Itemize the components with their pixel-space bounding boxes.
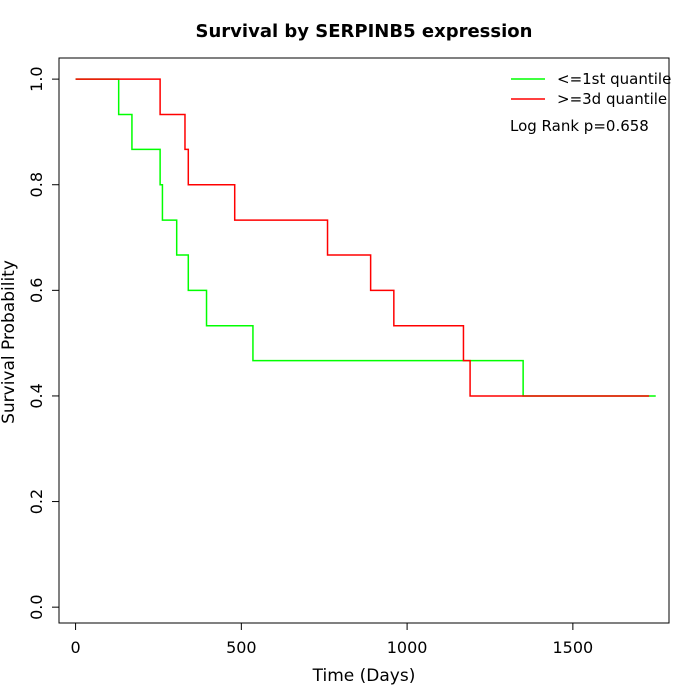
series-layer	[75, 78, 656, 397]
plot-frame	[58, 57, 670, 624]
series-line-2	[75, 78, 650, 397]
chart-title: Survival by SERPINB5 expression	[196, 21, 533, 42]
x-tick-label: 1000	[387, 638, 428, 657]
x-tick-label: 500	[226, 638, 257, 657]
x-axis: 0 500 1000 1500	[70, 622, 593, 657]
y-tick-label: 0.4	[27, 383, 46, 408]
legend-label-1: <=1st quantile	[557, 70, 671, 88]
y-tick-label: 0.6	[27, 278, 46, 303]
y-axis: 0.0 0.2 0.4 0.6 0.8 1.0	[27, 66, 60, 620]
legend-label-2: >=3d quantile	[557, 90, 667, 108]
x-tick-label: 1500	[552, 638, 593, 657]
y-tick-label: 0.2	[27, 489, 46, 514]
series-line-1	[75, 78, 656, 397]
x-tick-label: 0	[70, 638, 80, 657]
y-tick-label: 0.8	[27, 172, 46, 197]
y-tick-label: 1.0	[27, 66, 46, 91]
log-rank-annotation: Log Rank p=0.658	[510, 117, 649, 135]
y-tick-label: 0.0	[27, 594, 46, 619]
legend: <=1st quantile >=3d quantile	[511, 70, 671, 108]
x-axis-label: Time (Days)	[312, 666, 416, 686]
y-axis-label: Survival Probability	[0, 260, 19, 424]
